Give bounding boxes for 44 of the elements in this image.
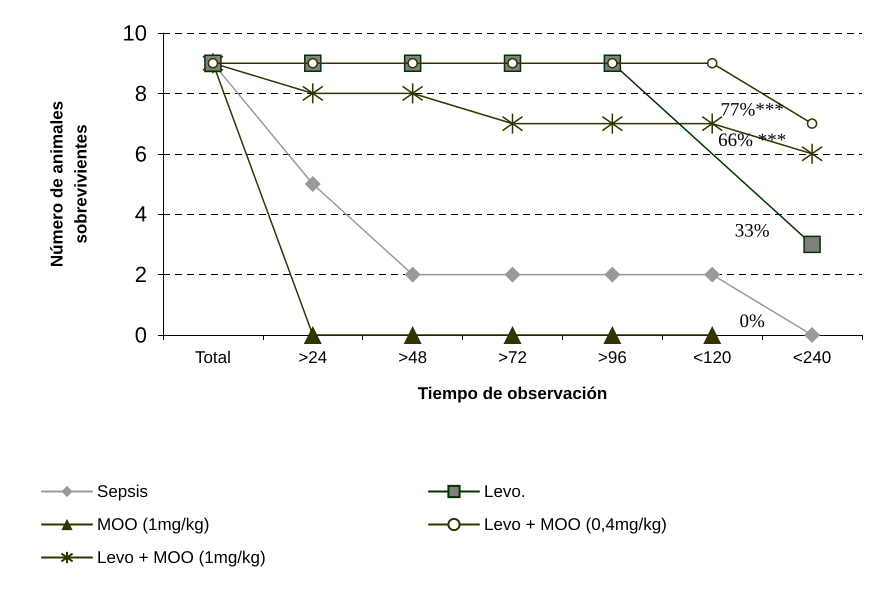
y-tick-label: 6 (134, 141, 147, 166)
point (703, 326, 722, 344)
point (706, 58, 718, 68)
point (504, 266, 520, 283)
legend-label: Levo + MOO (0,4mg/kg) (484, 515, 667, 534)
y-tick-label: 10 (122, 20, 147, 46)
point (701, 112, 723, 134)
annotation: 77%*** (720, 100, 784, 121)
annotation: 33% (734, 220, 770, 242)
point (502, 112, 524, 134)
y-tick-label: 4 (134, 202, 147, 227)
annotation: 66% *** (718, 130, 786, 151)
x-tick-label: <240 (792, 348, 832, 367)
x-tick-label: >72 (498, 348, 527, 367)
x-tick-label: >48 (398, 348, 428, 367)
point (803, 236, 821, 254)
y-tick-label: 0 (134, 322, 147, 348)
legend-label: Levo. (484, 482, 526, 501)
point (704, 266, 720, 283)
y-tick-label: 8 (134, 80, 147, 106)
point (604, 266, 620, 283)
point (304, 176, 321, 192)
point (603, 326, 622, 344)
y-tick-label: 2 (134, 262, 147, 288)
point (801, 143, 823, 165)
legend-label: Levo + MOO (1mg/kg) (97, 548, 266, 567)
x-tick-label: >96 (598, 348, 627, 367)
point (602, 112, 624, 134)
point (404, 266, 421, 283)
y-axis-title: Número de animales sobrevivientes (48, 100, 90, 268)
annotation: 0% (739, 311, 765, 332)
point (304, 326, 322, 344)
point (806, 118, 818, 129)
point (302, 82, 324, 104)
point (402, 82, 424, 104)
x-tick-label: >24 (298, 348, 328, 367)
x-tick-label: Total (194, 348, 231, 367)
point (804, 327, 820, 343)
x-tick-label: <120 (693, 348, 732, 367)
point (404, 326, 422, 344)
legend-label: Sepsis (97, 482, 148, 501)
x-axis-title: Tiempo de observación (418, 384, 608, 403)
point (504, 326, 522, 344)
legend-label: MOO (1mg/kg) (97, 515, 210, 534)
